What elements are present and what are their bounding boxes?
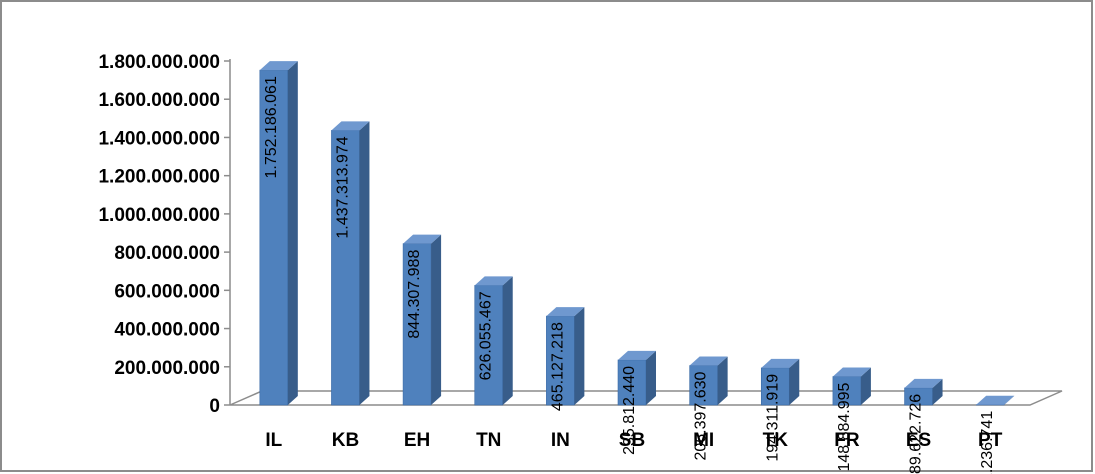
y-tick-label: 0 (209, 396, 220, 417)
x-tick-label: EH (404, 430, 430, 451)
y-tick-label: 400.000.000 (114, 320, 220, 341)
bar-front (760, 367, 790, 406)
data-label: 1.752.186.061 (263, 76, 280, 178)
bar-top (474, 276, 513, 286)
bar-top (689, 356, 728, 366)
bar-front (402, 243, 432, 406)
data-label: 1.236.741 (979, 411, 996, 474)
y-tick-label: 600.000.000 (114, 281, 220, 302)
bar-side (789, 358, 800, 405)
x-tick-label: SB (619, 430, 645, 451)
bar-side (431, 234, 442, 405)
bar-side (574, 307, 585, 405)
y-tick-label: 1.000.000.000 (98, 205, 220, 226)
bar-tk (760, 358, 800, 406)
bar-front (832, 376, 862, 406)
x-tick-label: KB (332, 430, 359, 451)
bar-side (1004, 395, 1015, 405)
x-tick-label: PT (978, 430, 1003, 451)
bar-eh (402, 234, 442, 406)
bar-side (717, 356, 728, 405)
data-label: 844.307.988 (406, 250, 423, 339)
y-tick-label: 1.200.000.000 (98, 167, 220, 188)
bar-kb (331, 121, 370, 406)
data-label: 89.622.726 (908, 394, 925, 474)
data-label: 206.397.630 (693, 371, 710, 460)
x-tick-label: IL (265, 430, 282, 451)
bar-side (502, 276, 513, 405)
bar-top (832, 367, 871, 377)
bar-side (287, 61, 298, 405)
bar-front (546, 315, 575, 406)
x-tick-label: MI (693, 430, 714, 451)
bar-side (860, 367, 871, 405)
bar-es (904, 378, 943, 406)
bar-side (646, 350, 656, 405)
bar-front (689, 365, 718, 406)
bar-sb (617, 350, 656, 406)
data-label: 235.812.440 (621, 366, 638, 455)
bar-side (359, 121, 370, 406)
data-label: 194.311.919 (764, 374, 781, 462)
x-tick-label: FR (834, 430, 860, 451)
y-tick-label: 1.600.000.000 (98, 90, 220, 111)
data-label: 148.884.995 (836, 382, 853, 471)
x-tick-label: TK (763, 430, 789, 451)
x-tick-label: TN (476, 430, 501, 451)
bar-top (761, 358, 800, 368)
y-tick-label: 200.000.000 (114, 358, 220, 379)
bar-top (546, 307, 585, 317)
bar-mi (689, 356, 728, 406)
y-tick-label: 1.400.000.000 (98, 128, 220, 149)
bar-top (904, 378, 943, 388)
bar-side (932, 378, 943, 405)
bar-top (976, 395, 1015, 405)
bar-fr (832, 367, 871, 406)
y-tick-label: 1.800.000.000 (98, 52, 220, 73)
bar-top (331, 121, 370, 131)
x-tick-label: IN (551, 430, 570, 451)
bar-front (331, 130, 360, 406)
bar-il (259, 61, 298, 406)
y-tick-label: 800.000.000 (114, 243, 220, 264)
bar-tn (474, 276, 513, 406)
data-label: 465.127.218 (549, 322, 566, 411)
data-label: 626.055.467 (478, 291, 495, 380)
bar-top (259, 61, 298, 71)
x-tick-label: ES (906, 430, 931, 451)
bar-in (546, 307, 585, 406)
bar-pt (975, 395, 1015, 406)
data-label: 1.437.313.974 (334, 136, 351, 238)
bar-top (403, 234, 442, 244)
bar-top (618, 350, 656, 360)
